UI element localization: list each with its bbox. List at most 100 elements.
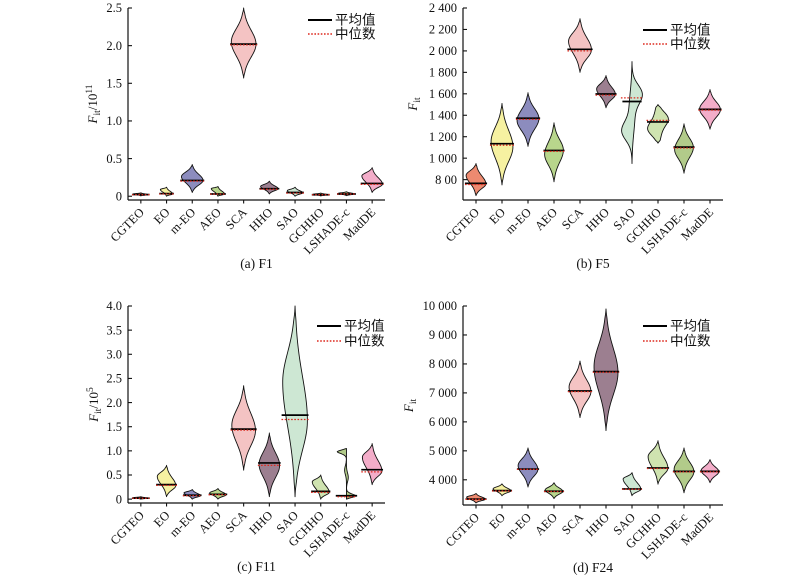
legend-median-label: 中位数 bbox=[670, 334, 711, 349]
caption: (a) F1 bbox=[240, 256, 273, 271]
violin-GCHHO bbox=[311, 474, 330, 500]
violin-MadDE bbox=[361, 443, 383, 486]
y-tick-label: 1.5 bbox=[106, 76, 122, 90]
y-axis-label: Fit/105 bbox=[86, 387, 104, 423]
y-tick-label: 2.5 bbox=[106, 372, 122, 386]
y-tick-label: 1 200 bbox=[429, 130, 457, 144]
violin-LSHADE-c bbox=[336, 447, 357, 500]
violin-SCA bbox=[568, 360, 592, 418]
caption: (d) F24 bbox=[573, 560, 613, 575]
x-category-label: HHO bbox=[246, 205, 275, 234]
x-category-label: HHO bbox=[583, 205, 612, 234]
y-tick-label: 5 000 bbox=[429, 444, 457, 458]
violin-m-EO bbox=[517, 447, 539, 488]
y-tick-label: 7 000 bbox=[429, 386, 457, 400]
x-category-label: HHO bbox=[583, 510, 612, 539]
y-tick-label: 1 600 bbox=[429, 87, 457, 101]
caption: (b) F5 bbox=[576, 256, 610, 271]
violin-EO bbox=[159, 186, 174, 197]
violin-GCHHO bbox=[647, 104, 669, 144]
violin-CGTEO bbox=[465, 163, 487, 197]
x-category-label: AEO bbox=[196, 205, 224, 233]
y-tick-label: 1 000 bbox=[429, 151, 457, 165]
y-tick-label: 4 000 bbox=[429, 473, 457, 487]
violin-SAO bbox=[622, 472, 642, 497]
violin-HHO bbox=[593, 308, 619, 432]
x-category-label: m-EO bbox=[503, 205, 535, 237]
subplot-b-f5: 8 00 1 000 1 200 1 400 1 600 1 800 2 000 2 200 2… bbox=[405, 1, 723, 271]
x-category-label: CGTEO bbox=[108, 205, 147, 244]
y-tick-label: 4.0 bbox=[106, 299, 122, 313]
y-tick-label: 10 000 bbox=[423, 299, 457, 313]
caption: (c) F11 bbox=[237, 559, 276, 574]
violin-SAO bbox=[621, 61, 643, 164]
y-tick-label: 8 000 bbox=[429, 357, 457, 371]
x-category-label: SCA bbox=[223, 205, 250, 232]
y-tick-label: 1 800 bbox=[429, 66, 457, 80]
y-tick-label: 1.5 bbox=[106, 420, 122, 434]
x-category-label: AEO bbox=[532, 510, 560, 538]
violin-SCA bbox=[231, 385, 256, 471]
y-tick-label: 2.5 bbox=[106, 1, 122, 15]
x-category-label: m-EO bbox=[167, 205, 199, 237]
y-tick-label: 3.0 bbox=[106, 347, 122, 361]
violin-EO bbox=[156, 464, 177, 498]
x-category-label: m-EO bbox=[167, 508, 199, 540]
violin-LSHADE-c bbox=[673, 447, 695, 494]
x-category-label: CGTEO bbox=[443, 205, 482, 244]
legend-mean-label: 平均值 bbox=[670, 319, 711, 334]
y-tick-label: 0.5 bbox=[106, 152, 122, 166]
x-category-label: SCA bbox=[559, 205, 586, 232]
violin-MadDE bbox=[361, 167, 383, 193]
violin-m-EO bbox=[183, 489, 201, 500]
x-category-label: SCA bbox=[559, 510, 586, 537]
x-category-label: AEO bbox=[196, 508, 224, 536]
y-tick-label: 1.0 bbox=[106, 444, 122, 458]
y-tick-label: 9 000 bbox=[429, 328, 457, 342]
y-tick-label: 2 400 bbox=[429, 1, 457, 15]
x-category-label: AEO bbox=[532, 205, 560, 233]
y-tick-label: 3.5 bbox=[106, 323, 122, 337]
x-category-label: m-EO bbox=[503, 510, 535, 542]
legend-median-label: 中位数 bbox=[344, 334, 385, 349]
violin-HHO bbox=[596, 75, 616, 109]
y-tick-label: 1 400 bbox=[429, 108, 457, 122]
legend-mean-label: 平均值 bbox=[335, 13, 376, 28]
y-tick-label: 2.0 bbox=[106, 39, 122, 53]
x-category-label: HHO bbox=[246, 508, 275, 537]
y-tick-label: 0 bbox=[116, 492, 122, 506]
x-category-label: CGTEO bbox=[443, 510, 482, 549]
violin-EO bbox=[492, 483, 512, 497]
subplot-d-f24: 4 000 5 000 6 000 7 000 8 000 9 000 10 000 CGTE… bbox=[401, 299, 723, 575]
violin-m-EO bbox=[516, 92, 540, 147]
y-tick-label: 6 000 bbox=[429, 415, 457, 429]
y-tick-label: 2 000 bbox=[429, 44, 457, 58]
y-tick-label: 0.5 bbox=[106, 468, 122, 482]
y-tick-label: 1.0 bbox=[106, 114, 122, 128]
legend-mean-label: 平均值 bbox=[670, 23, 711, 38]
y-axis-label: Fit/1011 bbox=[85, 84, 103, 124]
violin-HHO bbox=[260, 180, 279, 195]
violin-SAO bbox=[282, 305, 308, 498]
y-tick-label: 0 bbox=[116, 189, 122, 203]
legend-mean-label: 平均值 bbox=[344, 319, 385, 334]
y-tick-label: 2.0 bbox=[106, 396, 122, 410]
violin-HHO bbox=[258, 432, 281, 498]
legend-median-label: 中位数 bbox=[670, 37, 711, 52]
y-tick-label: 2 200 bbox=[429, 23, 457, 37]
legend-median-label: 中位数 bbox=[335, 27, 376, 42]
y-axis-label: Fit bbox=[401, 399, 419, 414]
x-category-label: SCA bbox=[223, 508, 250, 535]
violin-CGTEO bbox=[466, 492, 486, 504]
violin-AEO bbox=[544, 122, 564, 183]
violin-m-EO bbox=[181, 164, 204, 193]
violin-SCA bbox=[230, 7, 257, 79]
x-category-label: CGTEO bbox=[108, 508, 147, 547]
violin-GCHHO bbox=[647, 440, 669, 485]
y-axis-label: Fit bbox=[405, 97, 423, 112]
y-tick-label: 8 00 bbox=[435, 173, 457, 187]
violin-SCA bbox=[568, 18, 592, 73]
